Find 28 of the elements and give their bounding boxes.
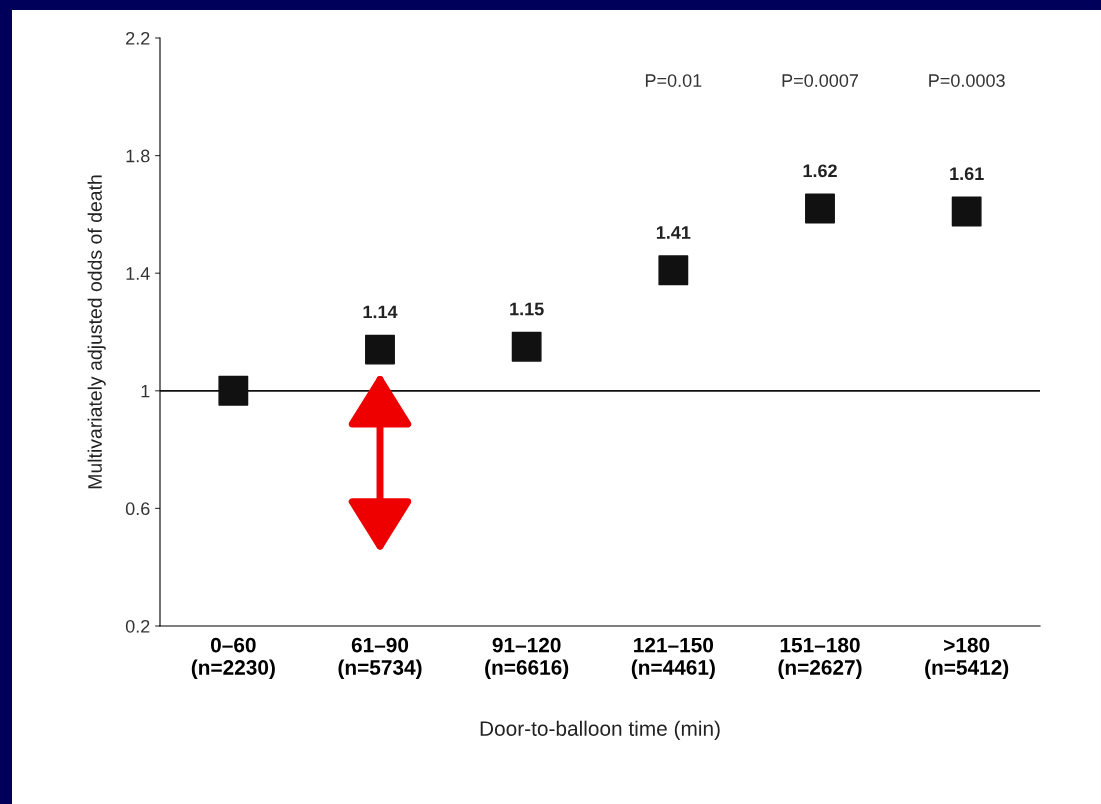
data-label: 1.61: [950, 167, 984, 181]
point: [511, 331, 542, 362]
x-tick-label: 61–90 (n=5734): [338, 637, 422, 679]
y-tick-label: 0.6: [125, 502, 150, 516]
x-tick-label: 121–150 (n=4461): [631, 637, 715, 679]
y-tick-label: 1.8: [126, 149, 150, 163]
data-label: 1.41: [656, 226, 691, 239]
data-label: 1.14: [363, 305, 398, 319]
point: [365, 334, 395, 365]
y-tick-label: 1.4: [126, 267, 150, 280]
y-tick-label: 2.2: [126, 31, 150, 45]
x-tick-label: 151–180 (n=2627): [778, 637, 862, 679]
x-axis-title: Door-to-balloon time (min): [480, 720, 720, 741]
point: [658, 255, 689, 286]
point: [951, 196, 982, 227]
data-label: 1.62: [803, 164, 837, 178]
y-tick-label: 0.2: [125, 619, 150, 633]
data-label: 1.15: [510, 302, 544, 316]
annotation: P=0.01: [645, 74, 702, 87]
y-axis-title: Multivariately adjusted odds of death: [87, 175, 106, 489]
point: [805, 193, 835, 224]
point: [218, 375, 249, 406]
annotation: P=0.0007: [782, 74, 858, 87]
x-tick-label: 0–60 (n=2230): [191, 637, 275, 679]
x-tick-label: >180 (n=5412): [925, 637, 1009, 679]
x-tick-label: 91–120 (n=6616): [485, 637, 569, 679]
annotation: P=0.0003: [929, 74, 1005, 87]
y-tick-label: 1: [141, 384, 150, 398]
